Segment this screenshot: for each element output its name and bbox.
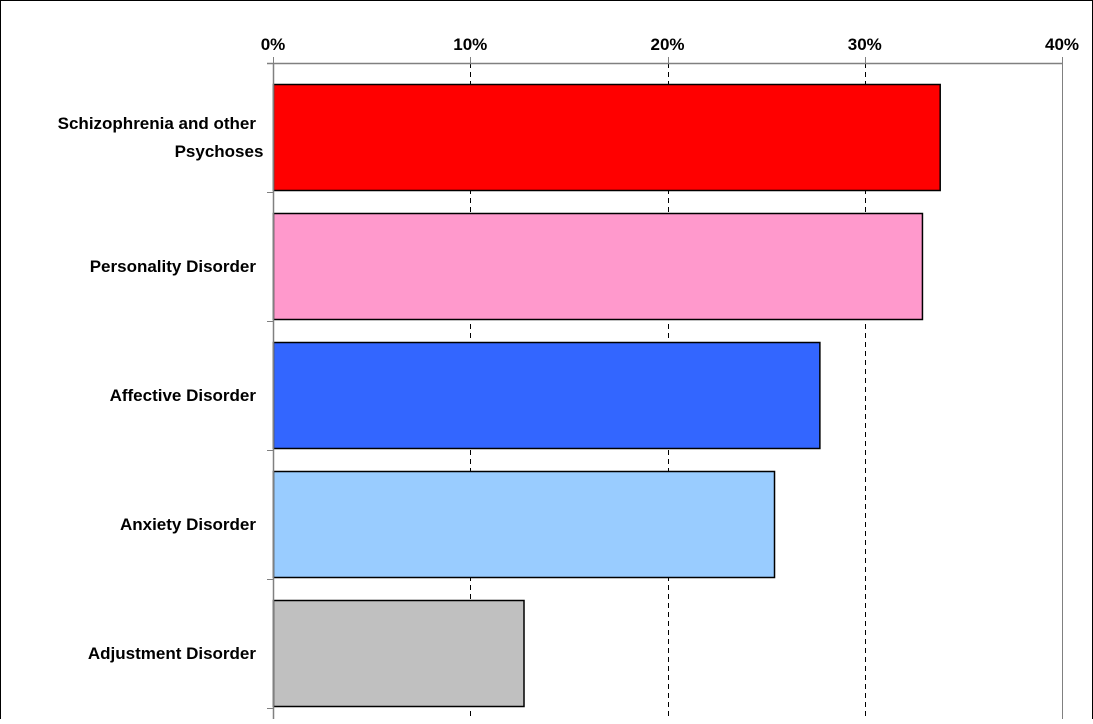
tick-label: 20% [650,35,684,54]
category-label-line: Schizophrenia and other [58,114,257,133]
bar [272,341,821,450]
category-label-line: Adjustment Disorder [88,644,257,663]
category-label-line: Anxiety Disorder [120,515,256,534]
bars [272,83,941,708]
category-label-line: Affective Disorder [110,386,257,405]
category-label-line: Personality Disorder [90,257,257,276]
tick-label: 0% [261,35,286,54]
tick-label: 40% [1045,35,1079,54]
category-label: Schizophrenia and other Psychoses [58,114,264,161]
tick-label: 10% [453,35,487,54]
bar [272,470,776,579]
bar [272,599,525,708]
category-label: Personality Disorder [90,257,257,276]
bar [272,83,941,192]
category-labels: Schizophrenia and other Psychoses Personal… [58,114,264,663]
category-label: Affective Disorder [110,386,257,405]
x-axis-ticks: 0% 10% 20% 30% 40% [261,35,1079,63]
category-label-line: Psychoses [175,142,264,161]
category-label: Anxiety Disorder [120,515,256,534]
category-label: Adjustment Disorder [88,644,257,663]
bar [272,212,924,321]
axes [267,62,1063,724]
tick-label: 30% [848,35,882,54]
